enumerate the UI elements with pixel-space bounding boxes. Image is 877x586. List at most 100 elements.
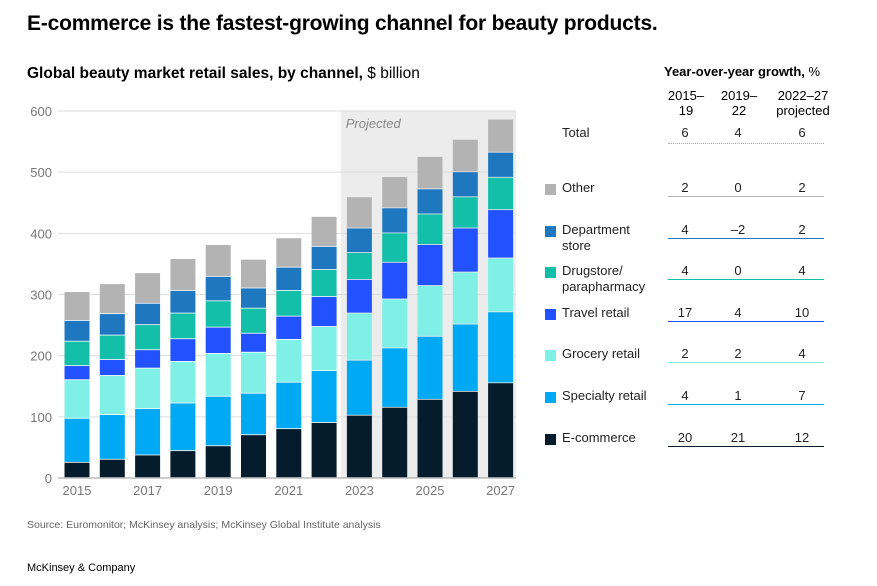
bar-segment (417, 399, 443, 478)
legend-label: Department store (562, 222, 630, 253)
bar-segment (64, 462, 90, 478)
y-tick-label: 400 (30, 226, 52, 241)
bar-segment (241, 308, 266, 333)
bar-segment (205, 446, 231, 478)
growth-value: 2 (798, 180, 806, 195)
bar-segment (170, 451, 196, 478)
bar-segment (346, 360, 372, 415)
legend-swatch (545, 392, 556, 403)
bar-segment (452, 197, 478, 228)
bar-segment (417, 336, 443, 399)
x-tick-label: 2019 (204, 483, 233, 498)
growth-value: 4 (681, 222, 689, 237)
bar-segment (346, 228, 372, 253)
growth-value: 2 (681, 346, 689, 361)
bar-segment (99, 375, 125, 415)
growth-title-unit: % (804, 64, 821, 79)
bar-segment (488, 312, 514, 383)
bar-segment (99, 335, 125, 360)
legend-underline (668, 362, 824, 363)
growth-value: 21 (730, 430, 746, 445)
growth-value: 4 (681, 263, 689, 278)
x-tick-label: 2015 (63, 483, 92, 498)
bar-segment (135, 455, 161, 478)
growth-value: 17 (677, 305, 693, 320)
legend-underline (668, 321, 824, 322)
growth-col-head-line1: 2015– (667, 88, 705, 103)
bar-segment (170, 403, 196, 451)
bar-segment (417, 156, 443, 189)
legend-label: E-commerce (562, 430, 636, 445)
bar-segment (311, 422, 337, 478)
bar-segment (135, 368, 161, 409)
bar-segment (311, 216, 337, 246)
chart-title: Global beauty market retail sales, by ch… (27, 65, 420, 83)
y-tick-label: 200 (30, 349, 52, 364)
bar-segment (205, 301, 231, 327)
legend-swatch (545, 309, 556, 320)
total-growth-2019-22: 4 (734, 125, 742, 140)
growth-value: 1 (734, 388, 742, 403)
legend-swatch (545, 184, 556, 195)
bar-segment (170, 259, 196, 291)
bar-segment (241, 333, 266, 352)
total-underline (668, 143, 824, 144)
growth-value: 4 (681, 388, 689, 403)
growth-col-head-2015-19: 2015– 19 (664, 88, 708, 118)
bar-segment (64, 366, 90, 380)
legend-underline (668, 279, 824, 280)
bar-segment (311, 270, 337, 297)
bar-segment (64, 418, 90, 462)
bar-segment (170, 313, 196, 339)
bar-segment (452, 324, 478, 391)
growth-col-head-2019-22: 2019– 22 (716, 88, 762, 118)
bar-segment (346, 415, 372, 478)
bar-segment (205, 327, 231, 354)
growth-value: 2 (681, 180, 689, 195)
bar-segment (276, 238, 302, 267)
bar-segment (346, 313, 372, 360)
projected-label: Projected (346, 116, 402, 131)
bar-segment (276, 316, 302, 339)
bar-segment (64, 380, 90, 418)
bar-segment (205, 244, 231, 276)
growth-value: 2 (734, 346, 742, 361)
bar-segment (170, 361, 196, 403)
bar-segment (241, 259, 266, 288)
growth-value: 4 (798, 346, 806, 361)
legend-label: Specialty retail (562, 388, 647, 403)
bar-segment (417, 285, 443, 336)
bar-segment (452, 228, 478, 272)
bar-segment (99, 459, 125, 478)
legend-underline (668, 196, 824, 197)
bar-segment (135, 350, 161, 368)
bar-segment (417, 244, 443, 286)
bar-segment (241, 435, 266, 478)
growth-value: 12 (794, 430, 810, 445)
bar-segment (276, 290, 302, 316)
growth-value: 20 (677, 430, 693, 445)
growth-value: 2 (798, 222, 806, 237)
bar-segment (241, 393, 266, 435)
x-tick-label: 2027 (486, 483, 515, 498)
bar-segment (382, 348, 408, 407)
bar-segment (205, 353, 231, 396)
total-label: Total (562, 125, 590, 140)
growth-col-head-line2: projected (776, 103, 830, 118)
growth-title: Year-over-year growth, % (664, 64, 820, 79)
bar-segment (382, 262, 408, 299)
legend-label: Travel retail (562, 305, 630, 320)
y-tick-label: 100 (30, 410, 52, 425)
legend-item: E-commerce (545, 430, 636, 446)
bar-segment (170, 290, 196, 313)
bar-segment (241, 288, 266, 308)
x-tick-label: 2021 (274, 483, 303, 498)
bar-segment (276, 339, 302, 382)
legend-swatch (545, 226, 556, 237)
legend-swatch (545, 434, 556, 445)
y-tick-label: 600 (30, 104, 52, 119)
bar-segment (346, 252, 372, 280)
bar-segment (99, 314, 125, 335)
bar-segment (135, 408, 161, 455)
